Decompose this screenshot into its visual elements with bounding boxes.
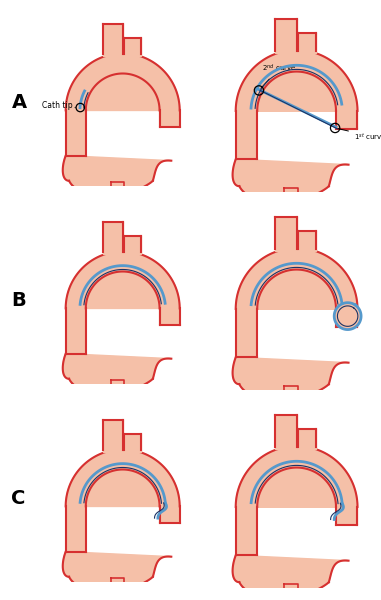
Polygon shape bbox=[63, 551, 171, 592]
Polygon shape bbox=[298, 429, 316, 449]
Polygon shape bbox=[236, 50, 357, 160]
Polygon shape bbox=[238, 591, 248, 600]
Polygon shape bbox=[111, 380, 124, 389]
Polygon shape bbox=[238, 195, 248, 209]
Polygon shape bbox=[284, 386, 298, 395]
Polygon shape bbox=[238, 393, 248, 407]
Polygon shape bbox=[298, 231, 316, 251]
Polygon shape bbox=[275, 415, 296, 449]
Polygon shape bbox=[298, 33, 316, 53]
Polygon shape bbox=[66, 251, 180, 353]
Text: B: B bbox=[11, 290, 26, 310]
Text: Cath tip: Cath tip bbox=[42, 101, 75, 110]
Text: C: C bbox=[11, 488, 26, 508]
Polygon shape bbox=[284, 188, 298, 197]
Polygon shape bbox=[111, 182, 124, 191]
Polygon shape bbox=[275, 217, 296, 251]
Polygon shape bbox=[233, 160, 349, 202]
Polygon shape bbox=[334, 302, 361, 329]
Polygon shape bbox=[124, 434, 141, 452]
Polygon shape bbox=[66, 53, 180, 155]
Polygon shape bbox=[68, 189, 77, 203]
Text: 2$^{nd}$ curve: 2$^{nd}$ curve bbox=[261, 63, 296, 88]
Polygon shape bbox=[66, 449, 180, 551]
Polygon shape bbox=[102, 24, 123, 56]
Polygon shape bbox=[124, 38, 141, 56]
Polygon shape bbox=[68, 585, 77, 599]
Polygon shape bbox=[111, 578, 124, 587]
Polygon shape bbox=[102, 222, 123, 254]
Text: A: A bbox=[11, 92, 27, 112]
Polygon shape bbox=[63, 353, 171, 394]
Polygon shape bbox=[236, 248, 357, 358]
Polygon shape bbox=[68, 387, 77, 401]
Polygon shape bbox=[284, 584, 298, 593]
Polygon shape bbox=[233, 358, 349, 400]
Text: 1$^{st}$ curve: 1$^{st}$ curve bbox=[338, 128, 381, 142]
Polygon shape bbox=[236, 446, 357, 556]
Polygon shape bbox=[124, 236, 141, 254]
Polygon shape bbox=[275, 19, 296, 53]
Polygon shape bbox=[63, 155, 171, 196]
Polygon shape bbox=[233, 556, 349, 598]
Polygon shape bbox=[102, 420, 123, 452]
